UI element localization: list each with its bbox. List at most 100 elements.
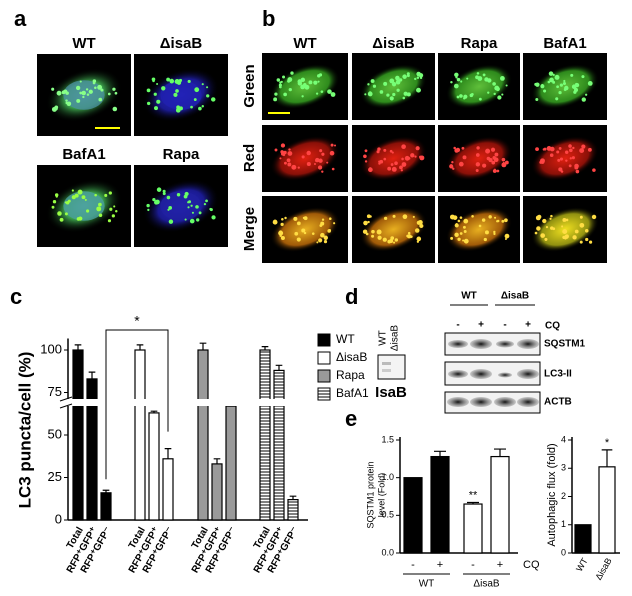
puncta <box>476 146 480 150</box>
error-bar <box>213 458 221 464</box>
puncta <box>201 105 204 108</box>
puncta <box>549 217 552 220</box>
bar <box>574 524 592 554</box>
puncta <box>154 106 159 111</box>
puncta <box>370 79 375 84</box>
puncta <box>283 92 287 97</box>
puncta <box>371 234 375 238</box>
puncta <box>387 166 392 171</box>
nucleus <box>160 191 202 221</box>
column-label: ΔisaB <box>372 35 415 52</box>
puncta <box>376 229 382 235</box>
puncta <box>390 163 394 166</box>
bar <box>72 349 84 521</box>
cell <box>445 64 513 109</box>
puncta <box>450 236 454 240</box>
puncta <box>279 157 282 160</box>
puncta <box>63 89 68 94</box>
puncta <box>162 192 166 196</box>
puncta <box>591 214 597 220</box>
image-label: Rapa <box>163 146 200 163</box>
x-tick-label: - <box>411 559 415 571</box>
blot-label: IsaB <box>375 384 407 401</box>
puncta <box>410 153 415 158</box>
puncta <box>493 92 496 96</box>
y-tick-label: 2 <box>561 491 566 501</box>
puncta <box>458 161 464 167</box>
puncta <box>416 236 422 242</box>
puncta <box>112 87 116 91</box>
puncta <box>414 228 420 233</box>
treatment-label: + <box>525 320 531 331</box>
puncta <box>389 149 393 153</box>
error-bar <box>102 489 110 493</box>
puncta <box>297 81 303 86</box>
puncta <box>552 73 555 76</box>
puncta <box>288 148 291 151</box>
puncta <box>282 75 286 79</box>
puncta <box>572 146 575 150</box>
image-label: BafA1 <box>62 146 105 163</box>
puncta <box>377 235 382 240</box>
puncta <box>564 234 569 239</box>
puncta <box>280 235 285 240</box>
puncta <box>486 156 491 161</box>
puncta <box>196 218 200 222</box>
y-axis-label: level (Fold) <box>376 473 386 518</box>
puncta <box>51 205 55 209</box>
puncta <box>403 91 408 96</box>
puncta <box>496 169 500 173</box>
significance: * <box>605 437 610 449</box>
puncta <box>462 225 466 229</box>
puncta <box>482 73 486 77</box>
puncta <box>286 158 291 163</box>
puncta <box>84 198 87 201</box>
puncta <box>579 148 585 154</box>
puncta <box>206 94 210 98</box>
cell <box>360 136 427 181</box>
puncta <box>377 147 381 151</box>
puncta <box>459 216 463 219</box>
y-tick-label: 1 <box>561 519 566 529</box>
bar <box>403 477 423 554</box>
y-tick-label: 0 <box>55 511 62 526</box>
puncta <box>111 214 115 218</box>
puncta <box>581 97 586 102</box>
puncta <box>546 146 552 151</box>
puncta <box>193 98 197 101</box>
puncta <box>463 94 468 99</box>
puncta <box>283 150 287 155</box>
lane-label: WT <box>378 330 389 346</box>
puncta <box>55 195 58 198</box>
puncta <box>383 157 387 161</box>
puncta <box>548 71 554 76</box>
puncta <box>97 84 103 90</box>
puncta <box>570 73 574 77</box>
puncta <box>79 91 83 95</box>
puncta <box>449 164 454 169</box>
puncta <box>459 232 463 235</box>
puncta <box>178 79 182 83</box>
puncta <box>547 80 551 84</box>
puncta <box>389 96 394 101</box>
puncta <box>574 229 579 234</box>
puncta <box>64 201 67 204</box>
puncta <box>146 101 151 106</box>
puncta <box>363 220 368 226</box>
puncta <box>329 150 335 156</box>
puncta <box>296 221 301 226</box>
puncta <box>587 80 593 86</box>
puncta <box>188 200 192 204</box>
puncta <box>557 158 561 162</box>
puncta <box>581 144 586 149</box>
puncta <box>585 93 588 96</box>
puncta <box>274 92 278 96</box>
puncta <box>109 207 113 211</box>
band-label: ACTB <box>544 397 572 408</box>
band-label: LC3-II <box>544 369 572 380</box>
puncta <box>414 77 417 81</box>
puncta <box>559 83 563 87</box>
puncta <box>378 160 381 163</box>
